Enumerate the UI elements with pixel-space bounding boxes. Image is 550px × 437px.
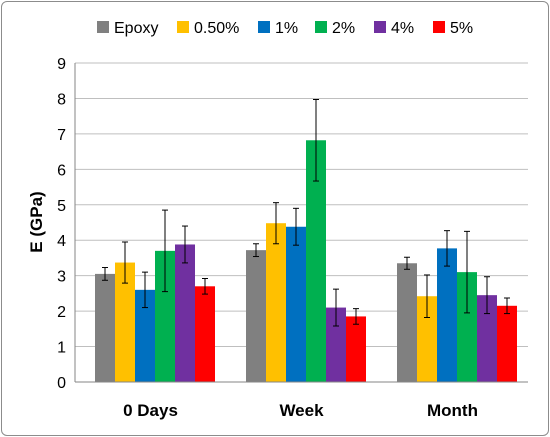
bar <box>417 296 437 382</box>
bar <box>175 244 195 382</box>
bar <box>497 305 517 382</box>
y-tick-label: 5 <box>57 198 66 215</box>
legend-swatch <box>97 21 109 33</box>
bar <box>266 223 286 382</box>
bar <box>346 316 366 382</box>
legend-swatch <box>177 21 189 33</box>
x-category-label: Week <box>279 401 324 420</box>
bar <box>477 295 497 382</box>
bar <box>115 262 135 382</box>
y-tick-label: 3 <box>57 269 66 286</box>
legend-label: 5% <box>450 20 473 37</box>
y-tick-label: 7 <box>57 127 66 144</box>
y-tick-label: 8 <box>57 91 66 108</box>
legend-label: 0.50% <box>194 20 239 37</box>
x-category-label: 0 Days <box>123 401 178 420</box>
y-axis-ticks: 0 1 2 3 4 5 6 7 8 9 <box>57 56 66 392</box>
bar <box>95 273 115 382</box>
legend-label: 4% <box>391 20 414 37</box>
error-bars <box>102 99 510 327</box>
bar <box>286 226 306 382</box>
x-axis-categories: 0 Days Week Month <box>123 401 478 420</box>
legend-label: 2% <box>332 20 355 37</box>
legend-swatch <box>374 21 386 33</box>
bar <box>457 272 477 382</box>
legend-swatch <box>258 21 270 33</box>
y-axis-title: E (GPa) <box>27 191 46 252</box>
y-tick-label: 1 <box>57 340 66 357</box>
bar <box>135 289 155 382</box>
bar <box>155 250 175 382</box>
axes <box>74 63 528 383</box>
bars <box>95 140 517 382</box>
x-category-label: Month <box>427 401 478 420</box>
y-tick-label: 4 <box>57 233 66 250</box>
bar <box>326 307 346 382</box>
bar <box>246 250 266 382</box>
legend-label: Epoxy <box>114 20 158 37</box>
bar <box>397 263 417 382</box>
bar <box>306 140 326 382</box>
legend: Epoxy 0.50% 1% 2% 4% 5% <box>97 20 473 37</box>
y-tick-label: 2 <box>57 304 66 321</box>
legend-label: 1% <box>275 20 298 37</box>
y-tick-label: 0 <box>57 375 66 392</box>
legend-swatch <box>433 21 445 33</box>
bar <box>437 248 457 382</box>
legend-swatch <box>315 21 327 33</box>
y-tick-label: 9 <box>57 56 66 73</box>
y-tick-label: 6 <box>57 162 66 179</box>
bar <box>195 286 215 382</box>
